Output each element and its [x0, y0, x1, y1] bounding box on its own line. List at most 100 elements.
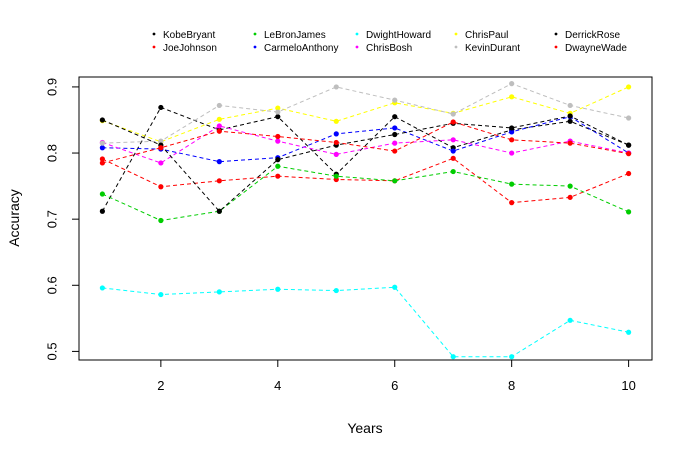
x-tick-label: 4 — [274, 378, 281, 393]
legend-item: KevinDurant — [454, 43, 520, 54]
y-tick-label: 0.5 — [44, 342, 59, 360]
series-line — [102, 116, 629, 163]
axes: 2 4 6 8 10 0.5 0.6 0.7 0.8 0.9 — [44, 78, 635, 393]
legend-item: KobeBryant — [152, 30, 215, 41]
data-point — [567, 118, 573, 124]
series-kevindurant — [99, 81, 632, 146]
series-dwaynewade — [99, 119, 632, 166]
data-point — [509, 150, 515, 156]
data-point — [158, 160, 164, 166]
legend-item: DerrickRose — [554, 30, 620, 41]
data-point — [392, 284, 398, 290]
data-point — [567, 113, 573, 119]
legend-label: CarmeloAnthony — [264, 43, 338, 54]
legend-marker — [554, 45, 558, 49]
data-point — [392, 140, 398, 146]
series-carmeloanthony — [99, 114, 632, 165]
series-dwighthoward — [99, 284, 632, 360]
data-point — [509, 137, 515, 143]
data-point — [275, 163, 281, 169]
data-point — [509, 94, 515, 100]
series-chrispaul — [99, 84, 632, 145]
data-point — [216, 102, 222, 109]
data-point — [567, 194, 573, 200]
data-point — [158, 184, 164, 190]
data-point — [99, 140, 105, 146]
data-point — [450, 155, 456, 161]
y-axis-title: Accuracy — [6, 189, 22, 247]
legend-item: JoeJohnson — [152, 43, 217, 54]
legend-item: ChrisPaul — [454, 30, 508, 41]
data-point — [275, 173, 281, 179]
data-point — [392, 114, 398, 120]
data-point — [626, 84, 632, 90]
series-line — [101, 106, 629, 212]
legend-label: KobeBryant — [163, 30, 215, 41]
data-point — [99, 191, 105, 197]
data-point — [567, 183, 573, 189]
data-point — [450, 148, 456, 154]
data-point — [99, 208, 105, 214]
data-point — [392, 97, 398, 103]
data-point — [99, 160, 105, 166]
data-point — [158, 145, 164, 151]
data-point — [333, 151, 339, 157]
data-point — [275, 109, 281, 115]
legend-marker — [152, 32, 156, 36]
series-line — [102, 86, 629, 143]
series-line — [102, 83, 629, 144]
y-tick-label: 0.9 — [44, 78, 59, 96]
data-point — [158, 138, 164, 144]
data-point — [626, 115, 632, 121]
legend-item: ChrisBosh — [355, 43, 412, 54]
data-point — [450, 137, 456, 143]
data-point — [567, 102, 573, 109]
data-point — [216, 128, 222, 134]
data-point — [509, 200, 515, 206]
legend-marker — [454, 45, 458, 49]
data-point — [99, 156, 105, 162]
data-point — [99, 285, 105, 291]
data-point — [450, 354, 456, 360]
legend-marker — [253, 45, 257, 49]
series-line — [102, 286, 629, 358]
data-point — [392, 178, 398, 184]
data-point — [99, 117, 105, 123]
legend-marker — [152, 45, 156, 49]
legend-marker — [355, 32, 359, 36]
legend-item: CarmeloAnthony — [253, 43, 338, 54]
data-point — [216, 208, 222, 214]
data-point — [626, 329, 632, 335]
data-point — [275, 138, 281, 144]
data-point — [567, 317, 573, 323]
data-point — [216, 123, 222, 129]
data-point — [275, 114, 281, 120]
data-point — [275, 133, 281, 140]
legend-label: LeBronJames — [264, 30, 326, 41]
x-tick-label: 8 — [508, 378, 515, 393]
series-line — [102, 157, 629, 204]
data-point — [626, 170, 632, 177]
data-point — [158, 104, 164, 111]
legend-item: LeBronJames — [253, 30, 326, 41]
data-point — [333, 173, 339, 179]
legend-label: DwayneWade — [565, 43, 627, 54]
data-point — [216, 289, 222, 295]
legend-marker — [355, 45, 359, 49]
legend-label: DwightHoward — [366, 30, 431, 41]
legend-marker — [253, 32, 257, 36]
data-point — [333, 287, 339, 294]
data-point — [450, 119, 456, 125]
data-point — [333, 118, 339, 124]
data-point — [509, 181, 515, 187]
legend-label: DerrickRose — [565, 30, 620, 41]
legend-marker — [454, 32, 458, 36]
data-point — [450, 168, 456, 175]
data-point — [275, 105, 281, 111]
data-point — [333, 131, 339, 137]
series-joejohnson — [99, 155, 632, 206]
data-point — [333, 84, 339, 90]
legend: KobeBryant JoeJohnson LeBronJames CarmeloAn… — [152, 30, 627, 54]
data-point — [392, 148, 398, 154]
